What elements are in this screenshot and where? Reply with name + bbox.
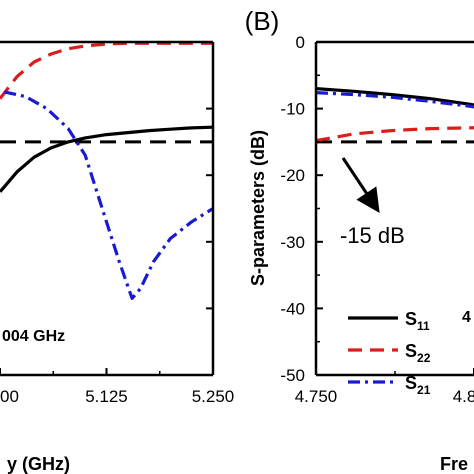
left-plot: 00 5.125 5.250 004 GHz y (GHz) <box>0 40 235 474</box>
right-y-tick-label: 0 <box>296 33 305 52</box>
panel-label-b: (B) <box>245 6 280 36</box>
left-x-tick-label: 00 <box>0 387 19 406</box>
right-xlabel: Fre <box>440 454 468 474</box>
right-series-s22 <box>316 126 474 143</box>
right-ylabel: S-parameters (dB) <box>248 130 268 286</box>
right-y-tick-label: -20 <box>280 166 305 185</box>
annotation-arrow <box>341 157 380 213</box>
annotation-minus15db: -15 dB <box>340 223 405 248</box>
right-y-tick-label: -30 <box>280 233 305 252</box>
right-y-tick-label: -40 <box>280 299 305 318</box>
right-series-s21 <box>316 91 474 109</box>
left-x-tick-label: 5.250 <box>192 387 235 406</box>
left-series-s21 <box>3 90 213 300</box>
left-annotation-freq: 004 GHz <box>2 328 65 345</box>
left-series-s22 <box>0 42 213 100</box>
right-y-tick-label: -10 <box>280 100 305 119</box>
legend: S11 S22 S21 <box>348 309 431 397</box>
legend-label-s11: S11 <box>405 309 430 333</box>
legend-label-s22: S22 <box>405 341 431 365</box>
right-x-tick-label: 4.750 <box>295 387 338 406</box>
left-xlabel: y (GHz) <box>7 454 70 474</box>
left-x-tick-label: 5.125 <box>85 387 128 406</box>
right-y-tick-label: -50 <box>280 366 305 385</box>
right-x-tick-label: 4.875 <box>453 387 474 406</box>
annotation-partial: 4 <box>462 309 471 326</box>
right-plot: 0 -10 -20 -30 -40 -50 4.750 4.875 S-parameters … <box>248 33 474 474</box>
left-series-s11 <box>0 125 213 193</box>
right-series-s11 <box>316 87 474 107</box>
legend-label-s21: S21 <box>405 373 431 397</box>
